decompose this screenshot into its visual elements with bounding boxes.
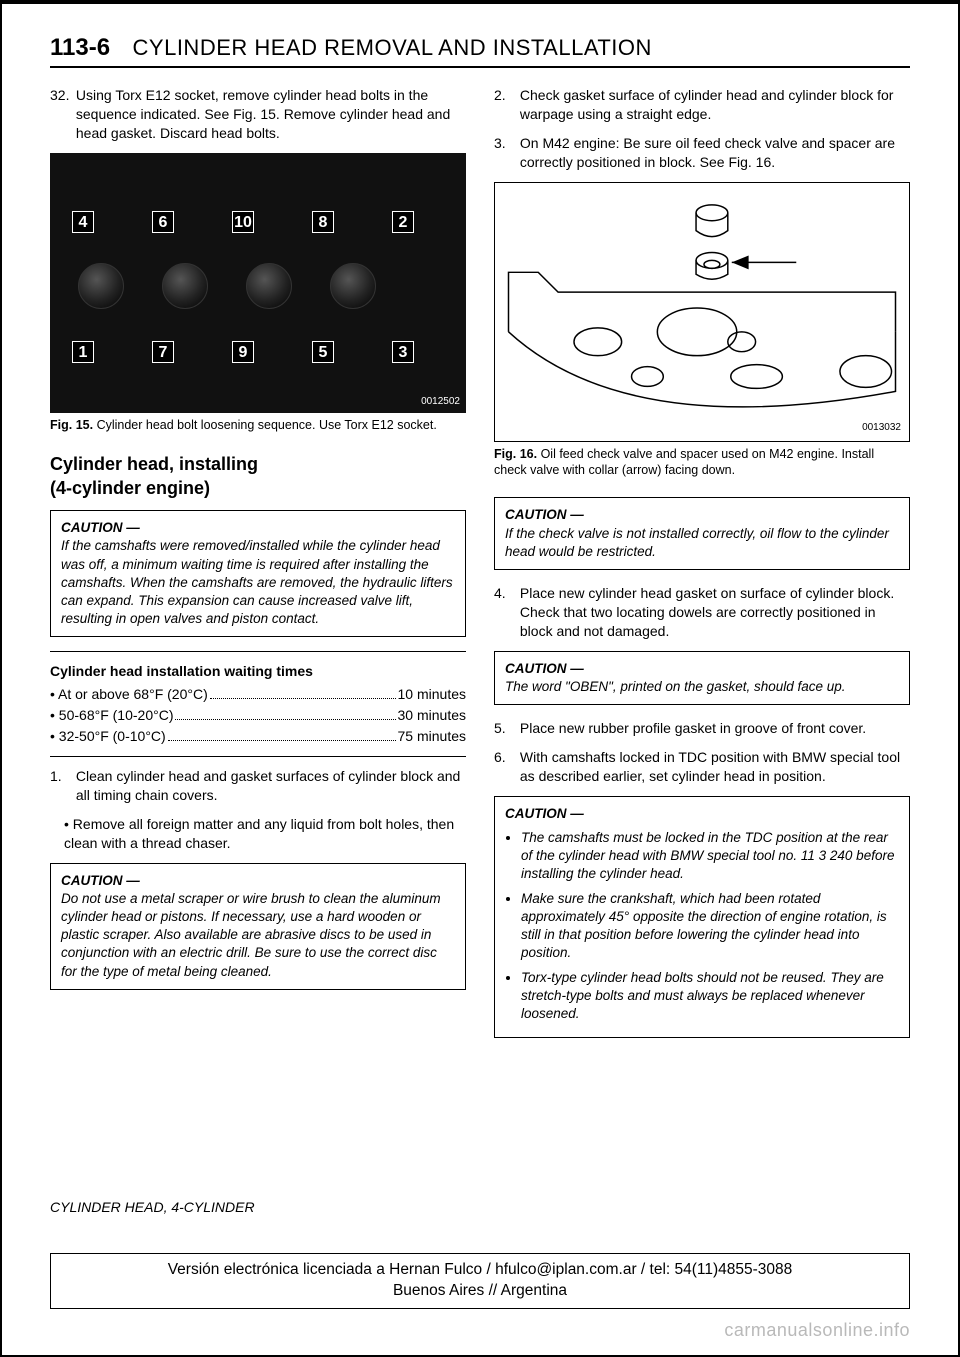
bolt-seq-8: 8 [312, 211, 334, 233]
caution-item: The camshafts must be locked in the TDC … [521, 829, 899, 884]
waiting-row-0: At or above 68°F (20°C) 10 minutes [50, 685, 466, 704]
step-2: 2. Check gasket surface of cylinder head… [494, 86, 910, 124]
waiting-value: 30 minutes [398, 706, 466, 725]
caution-item: Torx-type cylinder head bolts should not… [521, 969, 899, 1024]
step-text: Check gasket surface of cylinder head an… [520, 86, 910, 124]
caution-label: CAUTION — [505, 506, 899, 524]
step-4: 4. Place new cylinder head gasket on sur… [494, 584, 910, 641]
bolt-seq-10: 10 [232, 211, 254, 233]
fig-16-caption-text: Oil feed check valve and spacer used on … [494, 447, 874, 478]
caution-text: If the camshafts were removed/installed … [61, 537, 455, 628]
license-notice: Versión electrónica licenciada a Hernan … [50, 1253, 910, 1309]
step-number: 4. [494, 584, 516, 603]
step-number: 5. [494, 719, 516, 738]
step-text: Place new cylinder head gasket on surfac… [520, 584, 910, 641]
caution-item: Make sure the crankshaft, which had been… [521, 890, 899, 963]
step-number: 32. [50, 86, 72, 105]
fig-16-diagram: 0013032 [494, 182, 910, 442]
waiting-row-2: 32-50°F (0-10°C) 75 minutes [50, 727, 466, 746]
section-title-line2: (4-cylinder engine) [50, 476, 466, 500]
step-text: With camshafts locked in TDC position wi… [520, 748, 910, 786]
page-title: CYLINDER HEAD REMOVAL AND INSTALLATION [133, 35, 652, 61]
caution-camshafts: CAUTION — If the camshafts were removed/… [50, 510, 466, 637]
license-line-2: Buenos Aires // Argentina [61, 1281, 899, 1302]
left-column: 32. Using Torx E12 socket, remove cylind… [50, 86, 466, 1052]
step-number: 6. [494, 748, 516, 767]
caution-scraper: CAUTION — Do not use a metal scraper or … [50, 863, 466, 990]
manual-page: 113-6 CYLINDER HEAD REMOVAL AND INSTALLA… [0, 0, 960, 1357]
waiting-row-1: 50-68°F (10-20°C) 30 minutes [50, 706, 466, 725]
step-1-sub: Remove all foreign matter and any liquid… [64, 815, 466, 853]
watermark: carmanualsonline.info [724, 1320, 910, 1341]
right-column: 2. Check gasket surface of cylinder head… [494, 86, 910, 1052]
page-number: 113-6 [50, 34, 110, 62]
step-1: 1. Clean cylinder head and gasket surfac… [50, 767, 466, 805]
step-text: Clean cylinder head and gasket surfaces … [76, 767, 466, 805]
page-header: 113-6 CYLINDER HEAD REMOVAL AND INSTALLA… [50, 34, 910, 68]
waiting-label: 50-68°F (10-20°C) [50, 706, 173, 725]
two-column-layout: 32. Using Torx E12 socket, remove cylind… [50, 86, 910, 1052]
bolt-seq-9: 9 [232, 341, 254, 363]
caution-label: CAUTION — [61, 872, 455, 890]
step-6: 6. With camshafts locked in TDC position… [494, 748, 910, 786]
fig-16-label: Fig. 16. [494, 447, 537, 461]
step-text: Using Torx E12 socket, remove cylinder h… [76, 86, 466, 143]
step-text: Place new rubber profile gasket in groov… [520, 719, 910, 738]
fig-16-ref: 0013032 [862, 421, 901, 435]
step-5: 5. Place new rubber profile gasket in gr… [494, 719, 910, 738]
caution-list: The camshafts must be locked in the TDC … [505, 829, 899, 1023]
fig-15-caption-text: Cylinder head bolt loosening sequence. U… [97, 418, 437, 432]
fig-15-ref: 0012502 [421, 395, 460, 409]
dot-leader [168, 740, 396, 741]
divider [50, 651, 466, 652]
caution-text: If the check valve is not installed corr… [505, 525, 899, 561]
caution-text: Do not use a metal scraper or wire brush… [61, 890, 455, 981]
section-title-line1: Cylinder head, installing [50, 452, 466, 476]
step-32: 32. Using Torx E12 socket, remove cylind… [50, 86, 466, 143]
fig-16-svg [495, 183, 909, 441]
bolt-seq-1: 1 [72, 341, 94, 363]
dot-leader [210, 698, 396, 699]
divider [50, 756, 466, 757]
bolt-seq-4: 4 [72, 211, 94, 233]
caution-oben: CAUTION — The word "OBEN", printed on th… [494, 651, 910, 705]
caution-checkvalve: CAUTION — If the check valve is not inst… [494, 497, 910, 570]
fig-16-caption: Fig. 16. Oil feed check valve and spacer… [494, 446, 910, 480]
footer-section-label: CYLINDER HEAD, 4-CYLINDER [50, 1199, 255, 1215]
step-text: On M42 engine: Be sure oil feed check va… [520, 134, 910, 172]
waiting-label: 32-50°F (0-10°C) [50, 727, 166, 746]
fig-15-label: Fig. 15. [50, 418, 93, 432]
step-3: 3. On M42 engine: Be sure oil feed check… [494, 134, 910, 172]
bolt-seq-6: 6 [152, 211, 174, 233]
waiting-value: 75 minutes [398, 727, 466, 746]
bolt-seq-3: 3 [392, 341, 414, 363]
step-number: 2. [494, 86, 516, 105]
waiting-label: At or above 68°F (20°C) [50, 685, 208, 704]
caution-install: CAUTION — The camshafts must be locked i… [494, 796, 910, 1038]
caution-label: CAUTION — [505, 805, 899, 823]
waiting-value: 10 minutes [398, 685, 466, 704]
section-title: Cylinder head, installing (4-cylinder en… [50, 452, 466, 501]
license-line-1: Versión electrónica licenciada a Hernan … [61, 1260, 899, 1281]
step-number: 1. [50, 767, 72, 786]
caution-label: CAUTION — [61, 519, 455, 537]
dot-leader [175, 719, 395, 720]
waiting-times-title: Cylinder head installation waiting times [50, 662, 466, 681]
fig-15-caption: Fig. 15. Cylinder head bolt loosening se… [50, 417, 466, 434]
bolt-seq-2: 2 [392, 211, 414, 233]
bolt-seq-7: 7 [152, 341, 174, 363]
bolt-seq-5: 5 [312, 341, 334, 363]
caution-text: The word "OBEN", printed on the gasket, … [505, 678, 899, 696]
step-number: 3. [494, 134, 516, 153]
caution-label: CAUTION — [505, 660, 899, 678]
fig-15-photo: 4 6 10 8 2 1 7 9 5 3 0012502 [50, 153, 466, 413]
